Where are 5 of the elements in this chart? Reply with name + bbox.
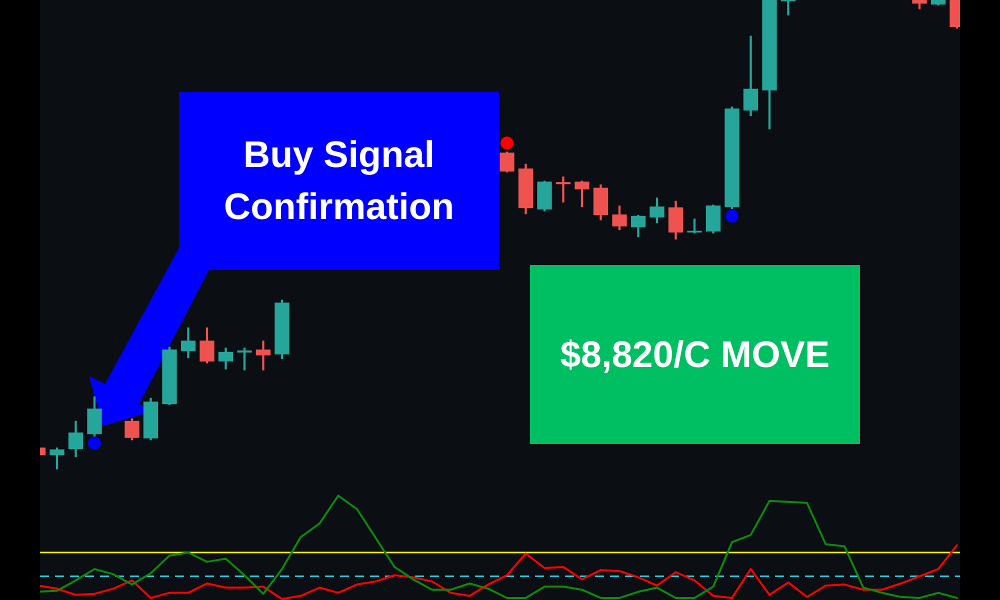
candlestick: [556, 176, 571, 202]
annotation: $8,820/C MOVE: [560, 332, 830, 376]
candlestick: [780, 0, 796, 16]
annotation: Buy Signal Confirmation: [222, 133, 456, 229]
candlestick: [256, 340, 271, 370]
